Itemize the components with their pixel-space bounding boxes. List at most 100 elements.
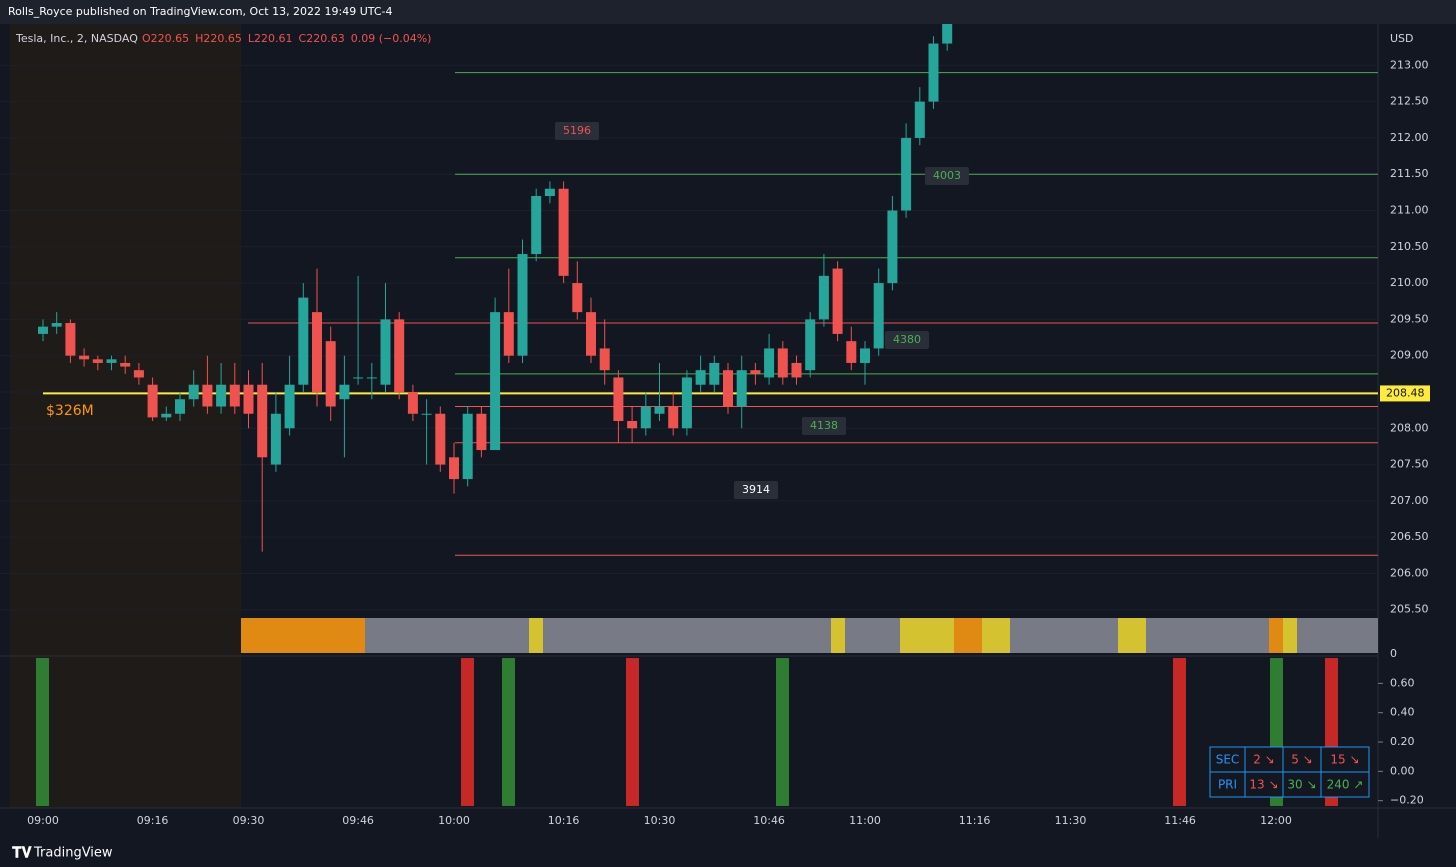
annotation-box bbox=[555, 122, 599, 140]
candle-body bbox=[175, 399, 185, 414]
header-title: Rolls_Royce published on TradingView.com… bbox=[8, 5, 393, 18]
candle-body bbox=[846, 341, 857, 363]
candle-body bbox=[216, 384, 227, 407]
candle-body bbox=[503, 312, 514, 356]
candle-body bbox=[558, 188, 569, 276]
ohlc-value: 0.09 (−0.04%) bbox=[351, 32, 432, 45]
table-text: 5 ↘ bbox=[1291, 753, 1313, 767]
candle-body bbox=[147, 384, 158, 418]
indicator-tick-label: 0.20 bbox=[1390, 735, 1415, 748]
candle-body bbox=[38, 326, 48, 334]
footer-brand: TradingView bbox=[33, 846, 113, 861]
x-tick-label: 12:00 bbox=[1260, 814, 1292, 827]
candle-body bbox=[832, 268, 843, 334]
table-text: 13 ↘ bbox=[1249, 778, 1278, 792]
candle-body bbox=[613, 377, 624, 422]
table-text: PRI bbox=[1218, 778, 1237, 792]
y-tick-label: 213.00 bbox=[1390, 58, 1429, 71]
candle-body bbox=[681, 377, 692, 429]
y-tick-label: 211.50 bbox=[1390, 167, 1429, 180]
candle-body bbox=[599, 348, 610, 371]
candle-body bbox=[298, 297, 309, 385]
candle-body bbox=[79, 355, 90, 360]
x-tick-label: 10:16 bbox=[548, 814, 580, 827]
header-bar bbox=[0, 0, 1456, 24]
table-cell bbox=[1209, 746, 1246, 773]
table-cell bbox=[1320, 771, 1370, 798]
candle-body bbox=[818, 275, 829, 320]
y-tick-label: 212.50 bbox=[1390, 95, 1429, 108]
y-tick-label: 206.00 bbox=[1390, 566, 1429, 579]
y-tick-label: 209.00 bbox=[1390, 349, 1429, 362]
x-tick-label: 10:00 bbox=[438, 814, 470, 827]
candle-body bbox=[462, 413, 473, 480]
x-tick-label: 11:16 bbox=[959, 814, 991, 827]
x-tick-label: 09:46 bbox=[342, 814, 374, 827]
table-text: 240 ↗ bbox=[1327, 778, 1364, 792]
annotation: 4138 bbox=[810, 419, 838, 432]
candle-body bbox=[161, 413, 172, 418]
candle-body bbox=[764, 348, 775, 378]
candle-body bbox=[544, 188, 555, 196]
y-tick-label: 205.50 bbox=[1390, 603, 1429, 616]
ohlc-value: L220.61 bbox=[248, 32, 293, 45]
candle-body bbox=[120, 362, 131, 367]
candle-body bbox=[394, 319, 405, 392]
candle-body bbox=[380, 319, 391, 385]
indicator-tick-label: 0.00 bbox=[1390, 764, 1415, 777]
y-tick-label: 210.50 bbox=[1390, 240, 1429, 253]
candle-body bbox=[627, 421, 638, 429]
y-tick-label: 210.00 bbox=[1390, 276, 1429, 289]
indicator-tick-label: −0.20 bbox=[1390, 794, 1424, 807]
candle-body bbox=[654, 406, 665, 414]
candle-body bbox=[531, 195, 542, 255]
x-tick-label: 11:46 bbox=[1164, 814, 1196, 827]
indicator-tick-label: 0.40 bbox=[1390, 706, 1415, 719]
ohlc-value: O220.65 bbox=[142, 32, 189, 45]
candle-body bbox=[490, 312, 501, 451]
candle-body bbox=[257, 384, 268, 458]
volume-strip bbox=[241, 618, 1378, 653]
price-tag-bg bbox=[1380, 385, 1430, 402]
x-tick-label: 10:46 bbox=[753, 814, 785, 827]
table-cell bbox=[1209, 771, 1246, 798]
candle-body bbox=[188, 384, 199, 400]
candle-body bbox=[312, 312, 322, 392]
y-tick-label: 211.00 bbox=[1390, 204, 1429, 217]
candle-body bbox=[723, 370, 733, 407]
table-text: 15 ↘ bbox=[1330, 753, 1359, 767]
annotation: 3914 bbox=[742, 483, 770, 496]
y-tick-label: 212.00 bbox=[1390, 131, 1429, 144]
candle-body bbox=[284, 384, 295, 429]
y-tick-label: 207.50 bbox=[1390, 458, 1429, 471]
candle-body bbox=[736, 370, 747, 407]
x-tick-label: 09:30 bbox=[233, 814, 265, 827]
annotation-box bbox=[885, 331, 929, 349]
candle-body bbox=[366, 377, 377, 379]
price-tag: 208.48 bbox=[1386, 386, 1425, 399]
candle-body bbox=[901, 137, 912, 211]
table-cell bbox=[1244, 771, 1284, 798]
footer-logo: 𝐓𝐕 bbox=[12, 844, 33, 862]
y-tick-label: 207.00 bbox=[1390, 494, 1429, 507]
candle-body bbox=[407, 391, 418, 414]
y-tick-label: 209.50 bbox=[1390, 312, 1429, 325]
candle-body bbox=[476, 413, 487, 451]
candle-body bbox=[517, 254, 528, 356]
candle-body bbox=[421, 413, 432, 415]
symbol: Tesla, Inc., 2, NASDAQ bbox=[15, 32, 138, 45]
candle-body bbox=[106, 359, 117, 363]
candle-body bbox=[325, 341, 336, 407]
candle-body bbox=[791, 362, 802, 378]
currency: USD bbox=[1390, 32, 1414, 45]
indicator-tick-label: 0.60 bbox=[1390, 676, 1415, 689]
candle-body bbox=[928, 43, 939, 102]
annotation-box bbox=[925, 167, 969, 185]
annotation-box bbox=[802, 417, 846, 435]
annotation: 4380 bbox=[893, 333, 921, 346]
candle-body bbox=[133, 370, 144, 378]
table-text: SEC bbox=[1216, 753, 1240, 767]
candle-body bbox=[435, 413, 446, 465]
